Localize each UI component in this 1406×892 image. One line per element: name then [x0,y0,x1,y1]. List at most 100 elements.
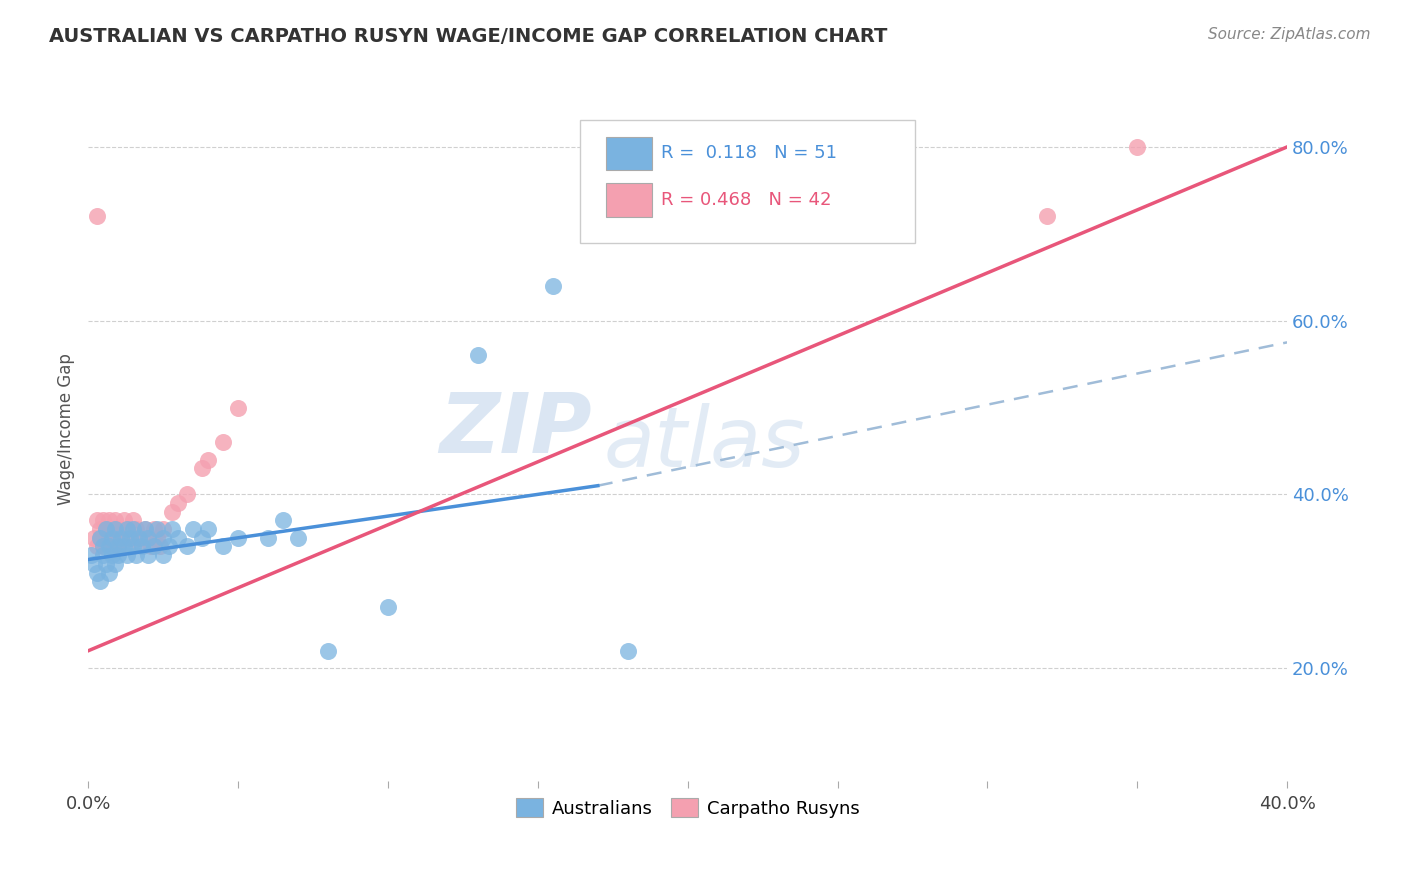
Point [152,531,174,545]
Point [377,600,399,615]
Point [128,531,150,545]
Point [112,540,135,554]
Point [617,643,640,657]
Point [212,435,235,450]
Point [152,548,174,562]
Point [191,461,214,475]
Point [197,452,219,467]
Point [93,513,115,527]
Point [101,540,124,554]
Point [146,522,169,536]
Point [316,643,339,657]
Point [176,487,198,501]
Text: ZIP: ZIP [439,389,592,470]
Point [1126,140,1149,154]
Point [98,531,121,545]
Point [181,522,204,536]
Point [104,531,127,545]
Point [143,540,166,554]
Point [226,531,249,545]
Point [110,531,132,545]
Point [162,505,184,519]
Point [125,522,148,536]
Text: Source: ZipAtlas.com: Source: ZipAtlas.com [1208,27,1371,42]
Point [86,210,108,224]
Point [83,531,105,545]
Point [107,548,129,562]
Point [136,531,159,545]
Text: atlas: atlas [603,403,806,483]
Point [98,566,121,580]
Point [131,540,153,554]
Point [152,522,174,536]
Point [86,566,108,580]
Point [117,548,139,562]
Point [191,531,214,545]
Point [541,279,564,293]
FancyBboxPatch shape [606,136,652,170]
Point [128,531,150,545]
Point [125,548,148,562]
Point [86,540,108,554]
Point [157,540,180,554]
Point [271,513,294,527]
Point [93,540,115,554]
Point [1036,210,1059,224]
Point [89,531,111,545]
Point [101,548,124,562]
Point [101,522,124,536]
Point [122,540,145,554]
Point [117,522,139,536]
Point [104,557,127,571]
Point [112,513,135,527]
Point [104,513,127,527]
Point [107,540,129,554]
Point [98,540,121,554]
Point [93,548,115,562]
Point [122,513,145,527]
Point [86,513,108,527]
Point [117,540,139,554]
Point [117,522,139,536]
Point [134,522,156,536]
Point [167,496,190,510]
Point [287,531,309,545]
Y-axis label: Wage/Income Gap: Wage/Income Gap [58,353,75,505]
Point [134,522,156,536]
Point [122,522,145,536]
Point [162,522,184,536]
FancyBboxPatch shape [579,120,915,243]
Text: R = 0.468   N = 42: R = 0.468 N = 42 [661,191,832,209]
Text: AUSTRALIAN VS CARPATHO RUSYN WAGE/INCOME GAP CORRELATION CHART: AUSTRALIAN VS CARPATHO RUSYN WAGE/INCOME… [49,27,887,45]
Point [120,531,142,545]
Point [107,522,129,536]
Point [212,540,235,554]
Point [257,531,280,545]
Point [89,531,111,545]
Text: R =  0.118   N = 51: R = 0.118 N = 51 [661,145,838,162]
Point [93,540,115,554]
Point [96,522,118,536]
Point [80,548,103,562]
Point [146,531,169,545]
Point [89,574,111,589]
Point [89,522,111,536]
Point [98,513,121,527]
Point [176,540,198,554]
Point [131,540,153,554]
Point [141,540,163,554]
Legend: Australians, Carpatho Rusyns: Australians, Carpatho Rusyns [509,791,868,825]
Point [96,522,118,536]
Point [467,348,489,362]
Point [136,548,159,562]
Point [226,401,249,415]
Point [167,531,190,545]
Point [96,557,118,571]
Point [110,531,132,545]
Point [104,522,127,536]
Point [136,531,159,545]
Point [197,522,219,536]
Point [107,540,129,554]
FancyBboxPatch shape [606,183,652,217]
Point [120,531,142,545]
